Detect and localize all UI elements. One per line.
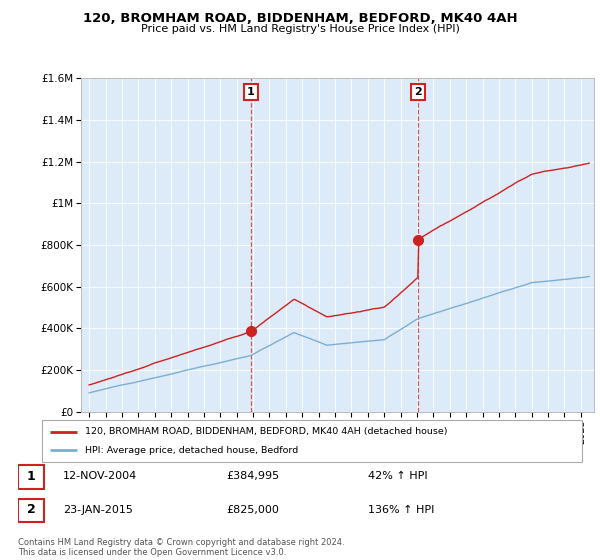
Text: 2: 2 xyxy=(414,87,422,97)
Text: Price paid vs. HM Land Registry's House Price Index (HPI): Price paid vs. HM Land Registry's House … xyxy=(140,24,460,34)
Text: 120, BROMHAM ROAD, BIDDENHAM, BEDFORD, MK40 4AH: 120, BROMHAM ROAD, BIDDENHAM, BEDFORD, M… xyxy=(83,12,517,25)
FancyBboxPatch shape xyxy=(18,465,44,489)
Text: 1: 1 xyxy=(247,87,255,97)
Text: HPI: Average price, detached house, Bedford: HPI: Average price, detached house, Bedf… xyxy=(85,446,298,455)
Text: 1: 1 xyxy=(26,469,35,483)
Text: 120, BROMHAM ROAD, BIDDENHAM, BEDFORD, MK40 4AH (detached house): 120, BROMHAM ROAD, BIDDENHAM, BEDFORD, M… xyxy=(85,427,448,436)
FancyBboxPatch shape xyxy=(42,420,582,462)
Text: 12-NOV-2004: 12-NOV-2004 xyxy=(63,471,137,481)
FancyBboxPatch shape xyxy=(18,498,44,522)
Text: 42% ↑ HPI: 42% ↑ HPI xyxy=(368,471,427,481)
Text: 2: 2 xyxy=(26,503,35,516)
Text: 136% ↑ HPI: 136% ↑ HPI xyxy=(368,505,434,515)
Text: Contains HM Land Registry data © Crown copyright and database right 2024.
This d: Contains HM Land Registry data © Crown c… xyxy=(18,538,344,557)
Text: £825,000: £825,000 xyxy=(227,505,280,515)
Text: 23-JAN-2015: 23-JAN-2015 xyxy=(63,505,133,515)
Text: £384,995: £384,995 xyxy=(227,471,280,481)
